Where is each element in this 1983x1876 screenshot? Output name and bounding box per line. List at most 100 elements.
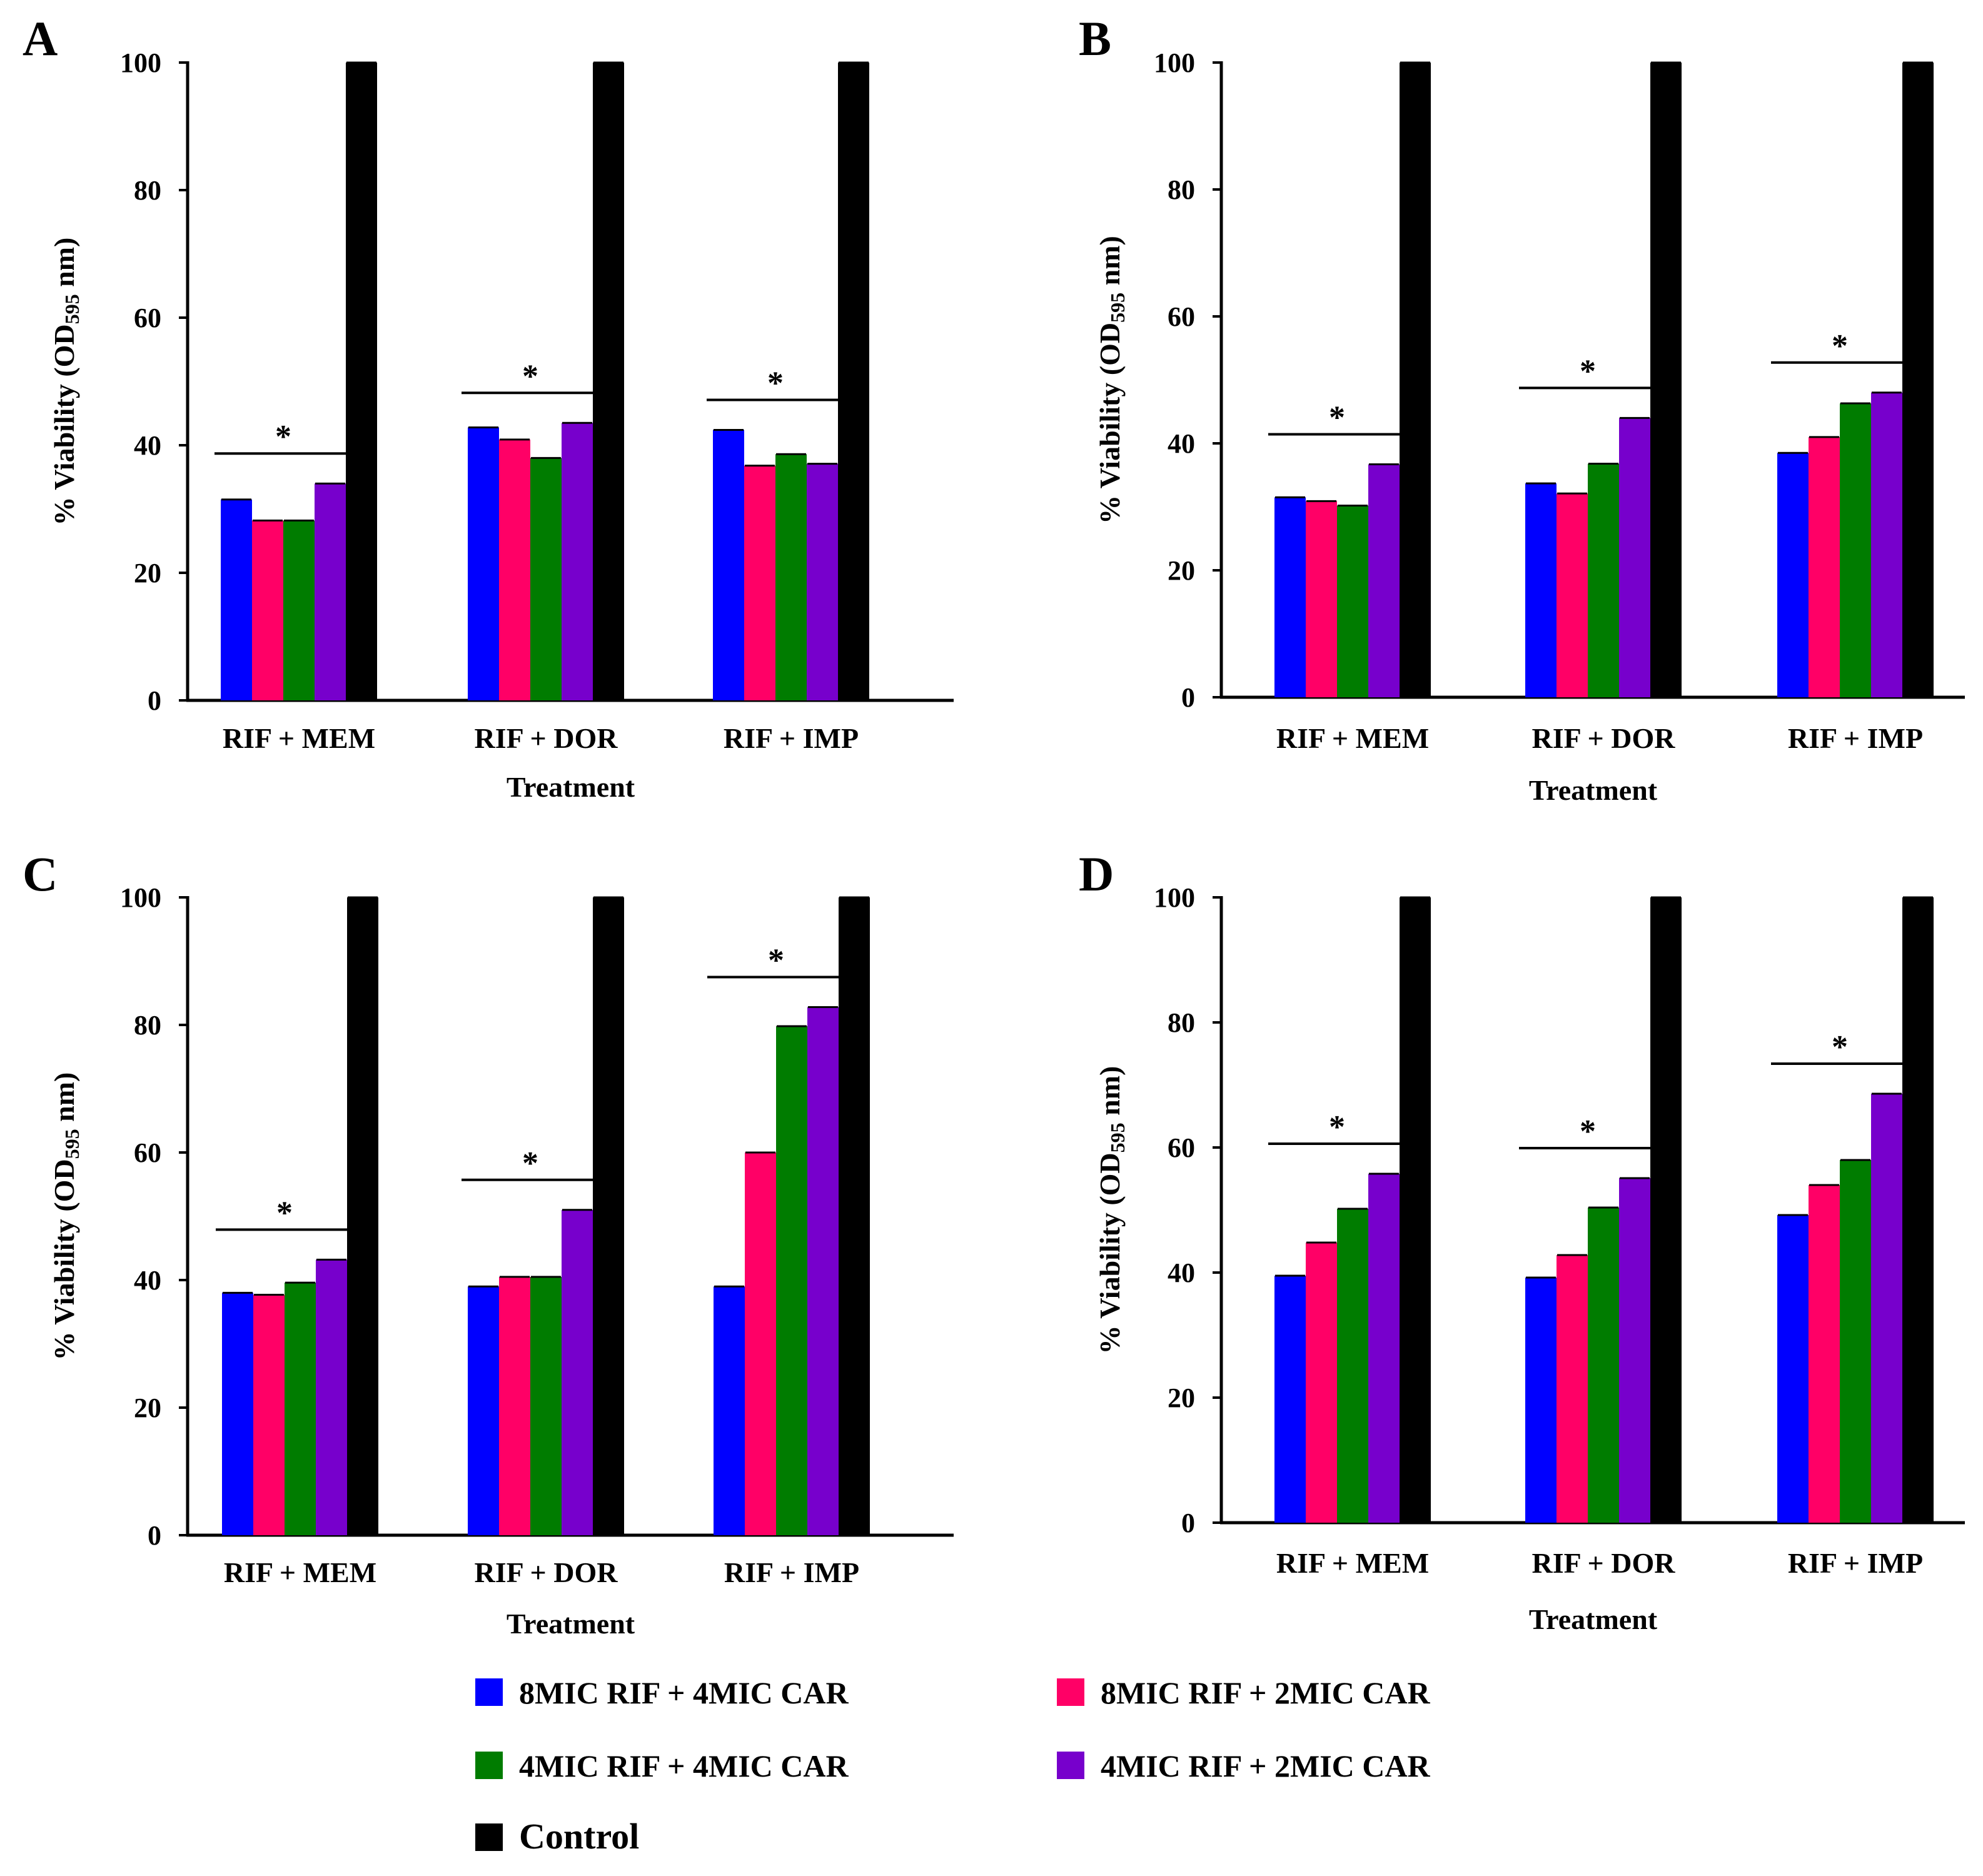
significance-marker: * bbox=[1580, 353, 1596, 389]
y-tick-label: 20 bbox=[1168, 555, 1195, 586]
bar bbox=[1400, 897, 1431, 1523]
bar bbox=[499, 439, 530, 700]
significance-marker: * bbox=[1832, 328, 1848, 364]
bar bbox=[1650, 897, 1682, 1523]
legend-label: 8MIC RIF + 4MIC CAR bbox=[519, 1675, 849, 1710]
significance-marker: * bbox=[768, 942, 784, 978]
bar bbox=[713, 430, 744, 700]
significance-marker: * bbox=[767, 366, 784, 401]
y-tick-label: 80 bbox=[134, 175, 161, 206]
bar bbox=[839, 897, 870, 1535]
x-category-label: RIF + MEM bbox=[224, 1556, 376, 1588]
y-tick-label: 80 bbox=[1168, 1007, 1195, 1038]
bar bbox=[253, 1294, 285, 1535]
bar bbox=[1588, 463, 1619, 697]
x-category-label: RIF + IMP bbox=[724, 1556, 859, 1588]
legend-swatch bbox=[475, 1752, 503, 1779]
significance-marker: * bbox=[1329, 400, 1345, 435]
legend-item: 4MIC RIF + 2MIC CAR bbox=[1057, 1748, 1430, 1783]
bar bbox=[745, 1152, 776, 1535]
panel-letter: C bbox=[23, 847, 58, 901]
legend-label: Control bbox=[519, 1816, 639, 1857]
significance-marker: * bbox=[1832, 1029, 1848, 1065]
significance-marker: * bbox=[276, 1195, 293, 1231]
bar bbox=[1306, 501, 1337, 697]
y-tick-label: 100 bbox=[1154, 48, 1195, 78]
bar bbox=[1588, 1208, 1619, 1523]
y-tick-label: 60 bbox=[1168, 301, 1195, 332]
y-tick-label: 60 bbox=[134, 303, 161, 333]
y-tick-label: 20 bbox=[134, 1393, 161, 1423]
bar bbox=[1525, 483, 1557, 697]
bar bbox=[1274, 497, 1306, 697]
legend-swatch bbox=[475, 1678, 503, 1706]
x-axis-label: Treatment bbox=[1529, 774, 1658, 806]
bar bbox=[1619, 1178, 1650, 1523]
y-axis-label: % Viability (OD595 nm) bbox=[1094, 236, 1129, 524]
bar bbox=[1368, 464, 1400, 697]
bar bbox=[316, 1259, 347, 1535]
legend-swatch bbox=[1057, 1678, 1084, 1706]
bar bbox=[593, 897, 624, 1535]
y-tick-label: 0 bbox=[148, 1520, 161, 1551]
x-category-label: RIF + DOR bbox=[1532, 1547, 1676, 1579]
bar bbox=[562, 423, 593, 700]
bar bbox=[1871, 392, 1902, 697]
bar bbox=[776, 1026, 807, 1535]
x-axis-label: Treatment bbox=[507, 1608, 635, 1640]
x-category-label: RIF + DOR bbox=[1532, 722, 1676, 754]
x-axis-label: Treatment bbox=[507, 771, 635, 803]
bar bbox=[1619, 418, 1650, 697]
bar bbox=[1902, 63, 1934, 697]
bar bbox=[1840, 1160, 1871, 1523]
bar bbox=[315, 483, 346, 700]
y-tick-label: 20 bbox=[134, 558, 161, 588]
significance-marker: * bbox=[522, 1146, 538, 1181]
legend-label: 4MIC RIF + 4MIC CAR bbox=[519, 1748, 849, 1783]
bar bbox=[468, 427, 499, 700]
legend: 8MIC RIF + 4MIC CAR 8MIC RIF + 2MIC CAR 4M… bbox=[475, 1675, 1430, 1857]
significance-marker: * bbox=[1580, 1114, 1596, 1149]
y-axis-label: % Viability (OD595 nm) bbox=[1094, 1066, 1129, 1354]
bar bbox=[1902, 897, 1934, 1523]
bar bbox=[775, 454, 807, 700]
bar bbox=[744, 465, 775, 700]
bar bbox=[283, 520, 315, 700]
x-category-label: RIF + DOR bbox=[475, 722, 618, 754]
bar bbox=[838, 63, 869, 700]
panel-letter: D bbox=[1079, 847, 1114, 901]
bar bbox=[1557, 493, 1588, 697]
charts-layer: A 0 20 40 60 80 100 % Viability (OD595 nm) RIF +… bbox=[23, 11, 1965, 1640]
bar bbox=[562, 1209, 593, 1535]
y-tick-label: 40 bbox=[1168, 428, 1195, 459]
y-tick-label: 0 bbox=[1181, 1508, 1195, 1538]
y-tick-label: 40 bbox=[1168, 1258, 1195, 1288]
bar bbox=[346, 63, 377, 700]
y-tick-label: 100 bbox=[120, 882, 161, 913]
x-category-label: RIF + DOR bbox=[475, 1556, 618, 1588]
bar bbox=[1337, 1209, 1368, 1523]
bar bbox=[593, 63, 624, 700]
legend-item: 4MIC RIF + 4MIC CAR bbox=[475, 1748, 849, 1783]
y-tick-label: 80 bbox=[1168, 174, 1195, 205]
bar bbox=[530, 1276, 562, 1535]
y-tick-label: 40 bbox=[134, 430, 161, 461]
significance-marker: * bbox=[522, 358, 538, 394]
bar bbox=[1809, 436, 1840, 697]
bar bbox=[1337, 505, 1368, 697]
y-tick-label: 40 bbox=[134, 1265, 161, 1296]
legend-label: 4MIC RIF + 2MIC CAR bbox=[1101, 1748, 1430, 1783]
y-tick-label: 60 bbox=[1168, 1132, 1195, 1163]
bar bbox=[1274, 1276, 1306, 1523]
x-category-label: RIF + MEM bbox=[1276, 1547, 1429, 1579]
x-axis-label: Treatment bbox=[1529, 1603, 1658, 1635]
chart-panel-b: B 0 20 40 60 80 100 % Viability (OD595 nm) RIF +… bbox=[1079, 11, 1965, 806]
y-tick-label: 60 bbox=[134, 1137, 161, 1168]
legend-item: Control bbox=[475, 1816, 639, 1857]
chart-panel-d: D 0 20 40 60 80 100 % Viability (OD595 nm) RIF +… bbox=[1079, 847, 1965, 1635]
y-tick-label: 0 bbox=[148, 685, 161, 716]
legend-label: 8MIC RIF + 2MIC CAR bbox=[1101, 1675, 1430, 1710]
y-tick-label: 20 bbox=[1168, 1383, 1195, 1413]
bar bbox=[1557, 1255, 1588, 1523]
bar bbox=[1777, 1215, 1809, 1523]
